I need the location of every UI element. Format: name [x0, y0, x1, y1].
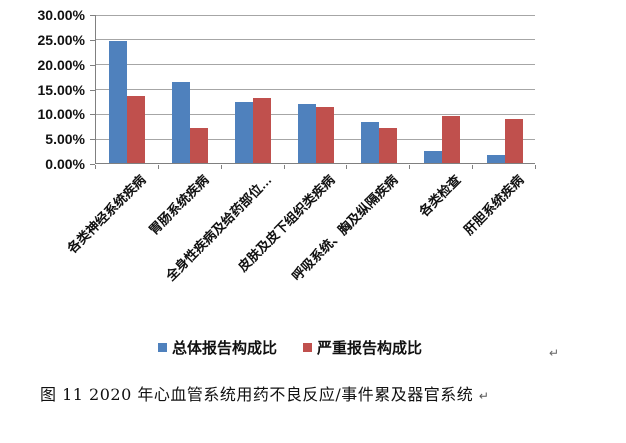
y-axis-tick: [90, 39, 95, 41]
x-axis-tick: [157, 165, 159, 169]
y-axis-tick: [90, 15, 95, 16]
y-axis-tick: [90, 64, 95, 66]
x-axis-label: 肝胆系统疾病: [460, 172, 527, 238]
x-axis-tick: [535, 165, 536, 169]
bar-series0-cat0: [109, 41, 128, 163]
gridline: [96, 64, 535, 66]
x-axis-tick: [346, 165, 348, 169]
bar-series1-cat3: [316, 106, 334, 163]
y-axis-tick: [90, 89, 95, 91]
chart-legend: 总体报告构成比 严重报告构成比: [75, 337, 505, 358]
paragraph-mark: ↵: [549, 346, 560, 360]
x-axis-tick: [95, 165, 96, 169]
bar-series0-cat3: [298, 103, 316, 163]
legend-item-series1: 严重报告构成比: [303, 337, 422, 358]
y-axis-tick: [90, 139, 95, 141]
paragraph-mark: ↵: [478, 389, 489, 403]
gridline: [96, 89, 535, 90]
bar-chart: 30.00% 25.00% 20.00% 15.00% 10.00% 5.00% 0.00%…: [37, 7, 560, 360]
x-axis-tick: [220, 165, 222, 169]
legend-label: 严重报告构成比: [317, 340, 423, 357]
legend-swatch-icon: [157, 343, 167, 352]
x-axis-tick: [283, 165, 285, 169]
bar-series1-cat6: [504, 118, 523, 163]
plot-area: [95, 14, 535, 164]
bar-series1-cat2: [253, 97, 272, 163]
bar-series1-cat1: [190, 127, 209, 163]
y-axis-label: 0.00%: [45, 156, 85, 172]
bar-series0-cat2: [235, 101, 254, 163]
y-axis-label: 10.00%: [37, 106, 85, 123]
bar-series0-cat6: [486, 154, 505, 163]
bar-series0-cat5: [423, 151, 442, 163]
y-axis-label: 20.00%: [37, 56, 85, 73]
y-axis-label: 15.00%: [37, 81, 85, 98]
y-axis-label: 5.00%: [45, 131, 85, 148]
figure-caption-text: 图 11 2020 年心血管系统用药不良反应/事件累及器官系统: [40, 385, 474, 404]
bar-series0-cat1: [172, 81, 191, 163]
legend-swatch-icon: [303, 343, 312, 352]
y-axis-label: 25.00%: [37, 31, 85, 48]
y-axis-tick: [90, 164, 95, 165]
bar-series1-cat0: [127, 95, 146, 163]
gridline: [96, 14, 535, 16]
legend-item-series0: 总体报告构成比: [157, 337, 277, 358]
x-axis-tick: [472, 165, 474, 169]
gridline: [96, 39, 535, 41]
y-axis-tick: [90, 114, 95, 116]
x-axis-tick: [409, 165, 411, 169]
bar-series1-cat5: [441, 115, 460, 163]
legend-label: 总体报告构成比: [171, 340, 277, 357]
y-axis-label: 30.00%: [37, 7, 85, 23]
figure-caption: 图 11 2020 年心血管系统用药不良反应/事件累及器官系统 ↵: [40, 381, 600, 405]
bar-series1-cat4: [378, 128, 397, 163]
bar-series0-cat4: [360, 121, 379, 163]
